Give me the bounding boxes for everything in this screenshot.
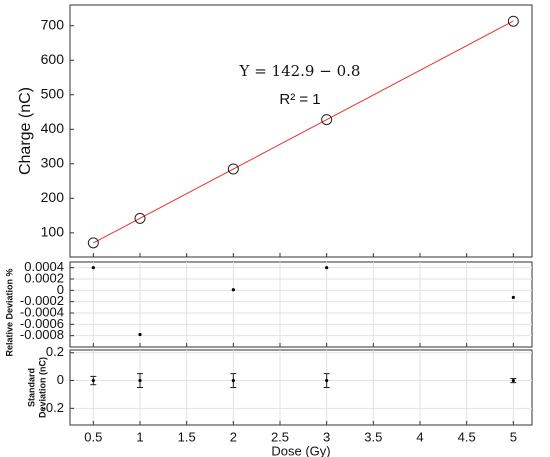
y-axis-label: Deviation (nC) [37,357,47,418]
y-axis-label: Standard [26,368,36,407]
data-point [227,163,239,175]
data-point [321,114,333,126]
data-point [231,288,235,292]
y-tick-label: 500 [41,85,65,101]
x-axis-label: Dose (Gy) [271,443,330,457]
y-tick-label: 0 [57,282,64,297]
annotation: Y = 142.9 − 0.8 [239,62,361,80]
data-point [325,378,329,383]
data-point [138,332,142,337]
data-point [87,237,99,249]
y-tick-label: 700 [41,16,65,32]
data-point [91,266,95,270]
x-tick-label: 1.5 [178,429,196,444]
data-point [325,266,329,270]
data-point [134,212,146,224]
y-tick-label: 600 [41,51,65,67]
y-tick-label: 100 [41,224,65,240]
x-tick-label: 2.5 [271,429,289,444]
fit-line [93,20,514,244]
y-tick-label: 0.0002 [24,270,64,285]
data-point [511,378,515,383]
y-tick-label: -0.0002 [20,293,64,308]
y-tick-label: 200 [41,189,65,205]
y-tick-label: -0.0004 [20,304,64,319]
data-point [138,378,142,383]
y-axis-label: Relative Deviation % [4,268,14,356]
x-tick-label: 2 [230,429,237,444]
y-tick-label: 400 [41,120,65,136]
x-tick-label: 3 [323,429,330,444]
x-tick-label: 0.5 [84,429,102,444]
x-tick-label: 4.5 [458,429,476,444]
x-tick-label: 4 [416,429,423,444]
y-tick-label: 0.2 [46,344,64,359]
y-tick-label: 0.0004 [24,259,64,274]
x-tick-label: 5 [510,429,517,444]
y-tick-label: 300 [41,154,65,170]
x-tick-label: 1 [136,429,143,444]
annotation: R² = 1 [279,91,320,108]
y-tick-label: -0.2 [42,400,64,415]
y-tick-label: -0.0008 [20,327,64,342]
data-point [507,15,519,27]
plot-area [69,261,533,348]
y-tick-label: -0.0006 [20,316,64,331]
x-tick-label: 3.5 [364,429,382,444]
y-axis-label: Charge (nC) [17,87,34,175]
data-point [511,295,515,300]
data-point [91,378,95,383]
y-tick-label: 0 [57,372,64,387]
data-point [231,378,235,383]
plot-area [69,349,533,426]
